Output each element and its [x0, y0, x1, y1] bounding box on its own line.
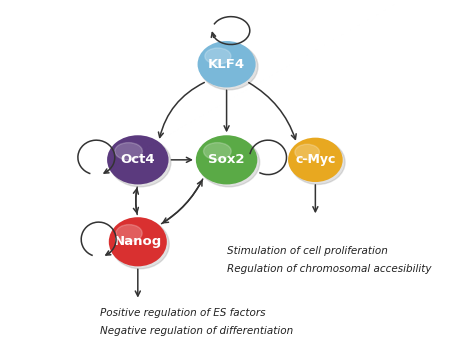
Ellipse shape — [196, 135, 257, 184]
FancyArrowPatch shape — [162, 180, 202, 224]
Text: Oct4: Oct4 — [120, 153, 155, 166]
FancyArrowPatch shape — [134, 187, 138, 213]
Ellipse shape — [198, 138, 260, 187]
Text: Sox2: Sox2 — [209, 153, 245, 166]
Ellipse shape — [109, 138, 171, 187]
FancyArrowPatch shape — [163, 179, 203, 223]
Ellipse shape — [291, 140, 345, 184]
Text: c-Myc: c-Myc — [295, 153, 336, 166]
Ellipse shape — [107, 135, 169, 184]
Text: KLF4: KLF4 — [208, 58, 245, 71]
Ellipse shape — [198, 41, 255, 87]
Ellipse shape — [116, 225, 142, 242]
Text: Positive regulation of ES factors: Positive regulation of ES factors — [100, 308, 266, 318]
FancyArrowPatch shape — [224, 90, 229, 131]
Text: Stimulation of cell proliferation: Stimulation of cell proliferation — [227, 246, 387, 256]
Text: Nanog: Nanog — [114, 235, 162, 248]
Ellipse shape — [115, 143, 142, 160]
Ellipse shape — [200, 43, 258, 90]
Text: Negative regulation of differentiation: Negative regulation of differentiation — [100, 325, 293, 336]
Ellipse shape — [288, 138, 343, 182]
Ellipse shape — [109, 217, 167, 266]
FancyArrowPatch shape — [249, 83, 296, 139]
Text: Regulation of chromosomal accesibility: Regulation of chromosomal accesibility — [227, 264, 431, 274]
Ellipse shape — [205, 48, 231, 64]
Ellipse shape — [111, 220, 169, 269]
FancyArrowPatch shape — [171, 157, 191, 162]
FancyArrowPatch shape — [158, 83, 204, 137]
Ellipse shape — [295, 144, 319, 160]
FancyArrowPatch shape — [134, 189, 138, 214]
Ellipse shape — [203, 143, 231, 160]
